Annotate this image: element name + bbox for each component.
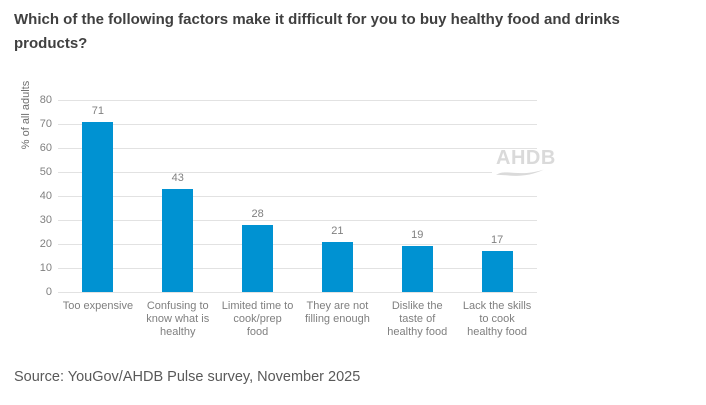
x-category-label: Dislike the taste of healthy food xyxy=(387,300,448,338)
gridline xyxy=(58,244,537,245)
chart-question-title: Which of the following factors make it d… xyxy=(14,11,620,52)
bar-chart: % of all adults 0 10 20 30 40 50 60 70 80 71 Too e… xyxy=(0,65,706,350)
x-category-label: Confusing to know what is healthy xyxy=(146,300,210,338)
y-tick-label: 10 xyxy=(39,262,52,274)
x-category-label: Too expensive xyxy=(62,300,134,312)
ahdb-logo-wave-icon xyxy=(496,169,544,176)
y-tick-label: 20 xyxy=(39,238,52,250)
ahdb-logo-text: AHDB xyxy=(496,147,556,169)
y-tick-label: 50 xyxy=(39,166,52,178)
gridline xyxy=(58,148,537,149)
y-tick-label: 30 xyxy=(39,214,52,226)
bar-value-label: 21 xyxy=(331,224,344,237)
gridline xyxy=(58,196,537,197)
bar-value-label: 28 xyxy=(251,207,264,220)
y-tick-label: 0 xyxy=(45,286,52,298)
bar-value-label: 43 xyxy=(171,171,184,184)
bar xyxy=(82,121,114,292)
gridline xyxy=(58,124,537,125)
y-tick-label: 80 xyxy=(39,94,52,106)
gridline xyxy=(58,172,537,173)
y-tick-label: 70 xyxy=(39,118,52,130)
bar xyxy=(162,188,194,292)
y-tick-label: 60 xyxy=(39,142,52,154)
gridline xyxy=(58,220,537,221)
source-caption: Source: YouGov/AHDB Pulse survey, Novemb… xyxy=(14,369,361,385)
x-category-label: They are not filling enough xyxy=(304,300,370,325)
ahdb-watermark: AHDB xyxy=(492,147,556,181)
gridline xyxy=(58,292,537,293)
gridline xyxy=(58,100,537,101)
bar-value-label: 71 xyxy=(91,104,105,117)
bar xyxy=(401,246,433,292)
x-category-label: Lack the skills to cook healthy food xyxy=(462,300,532,338)
bar xyxy=(321,241,353,292)
bar xyxy=(242,224,274,292)
bar xyxy=(481,251,513,292)
x-category-label: Limited time to cook/prep food xyxy=(221,300,294,338)
gridline xyxy=(58,268,537,269)
y-tick-label: 40 xyxy=(39,190,52,202)
bar-value-label: 17 xyxy=(490,234,504,247)
bar-value-label: 19 xyxy=(411,229,424,242)
